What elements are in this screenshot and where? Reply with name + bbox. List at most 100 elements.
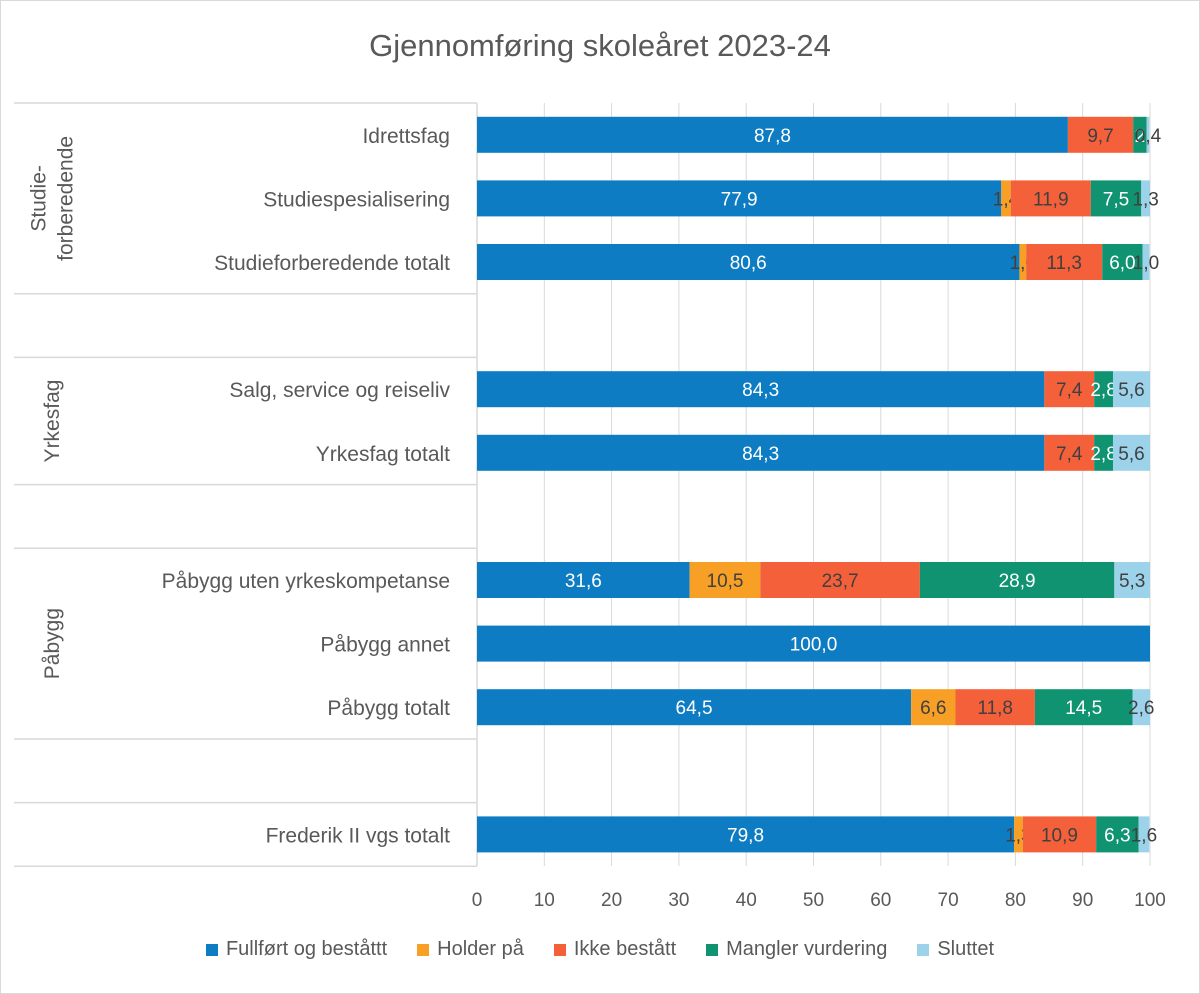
- bar-segment: [1001, 180, 1011, 217]
- data-label: 80,6: [730, 253, 767, 274]
- group-label: Påbygg: [41, 608, 64, 679]
- data-label: 7,4: [1056, 380, 1083, 401]
- legend-item: Sluttet: [917, 938, 994, 961]
- data-label: 2,8: [1090, 444, 1116, 465]
- x-tick-label: 50: [803, 890, 824, 911]
- category-label: Påbygg uten yrkeskompetanse: [162, 570, 450, 593]
- data-label: 100,0: [790, 635, 838, 656]
- data-label: 79,8: [727, 825, 764, 846]
- category-label: Frederik II vgs totalt: [266, 824, 451, 847]
- bar-segment: [689, 562, 761, 598]
- data-label: 2,8: [1090, 380, 1116, 401]
- bar-segment: [1112, 371, 1150, 408]
- bar-segment: [1014, 816, 1023, 853]
- x-tick-label: 90: [1072, 890, 1093, 911]
- data-label: 31,6: [565, 571, 602, 592]
- bar-segment: [1133, 116, 1147, 153]
- bar-segment: [477, 816, 1015, 853]
- data-label: 84,3: [742, 380, 779, 401]
- bar-segment: [477, 434, 1045, 471]
- category-label: Salg, service og reiseliv: [229, 379, 450, 402]
- bar-segment: [1102, 244, 1143, 280]
- bar-segment: [1022, 816, 1097, 853]
- bar-segment: [1026, 244, 1103, 280]
- data-label: 6,3: [1104, 825, 1130, 846]
- data-label: 10,9: [1041, 825, 1078, 846]
- category-label: Studiespesialisering: [263, 188, 450, 211]
- legend-swatch: [205, 943, 218, 956]
- legend-item: Holder på: [417, 938, 524, 961]
- legend-item: Mangler vurdering: [706, 938, 887, 961]
- legend-swatch: [706, 943, 719, 956]
- group-label: Yrkesfag: [41, 380, 64, 463]
- data-label: 5,6: [1118, 380, 1144, 401]
- data-label: 0,4: [1135, 126, 1162, 147]
- data-label: 6,0: [1109, 253, 1135, 274]
- data-label: 11,3: [1046, 253, 1082, 274]
- bar-segment: [477, 244, 1020, 280]
- legend-label: Ikke bestått: [573, 938, 677, 960]
- bar-segment: [1094, 434, 1113, 471]
- data-label: 84,3: [742, 444, 779, 465]
- bar-segment: [1146, 116, 1150, 153]
- bar-segment: [919, 562, 1115, 598]
- bar-segment: [1112, 434, 1150, 471]
- data-label: 9,7: [1087, 126, 1113, 147]
- data-label: 7,5: [1103, 189, 1129, 210]
- group-label: Studie-forberedende: [28, 136, 78, 261]
- category-label: Påbygg totalt: [327, 697, 450, 720]
- x-tick-label: 100: [1134, 890, 1166, 911]
- bar-segment: [1141, 180, 1150, 217]
- bar-segment: [1096, 816, 1139, 853]
- data-label: 11,8: [977, 698, 1013, 719]
- legend-label: Mangler vurdering: [726, 938, 888, 960]
- data-label: 1,6: [1131, 825, 1157, 846]
- data-label: 6,6: [920, 698, 946, 719]
- data-label: 2: [1135, 126, 1146, 147]
- category-label: Yrkesfag totalt: [316, 443, 450, 466]
- bar-segment: [1142, 244, 1150, 280]
- legend-item: Fullført og beståttt: [205, 938, 387, 961]
- legend: Fullført og beståttt Holder på Ikke beståt…: [0, 938, 1200, 961]
- data-label: 28,9: [999, 571, 1036, 592]
- x-tick-label: 60: [870, 890, 891, 911]
- x-tick-label: 70: [938, 890, 959, 911]
- bar-segment: [1114, 562, 1150, 598]
- x-tick-label: 30: [668, 890, 689, 911]
- bar-segment: [1094, 371, 1113, 408]
- data-label: 14,5: [1065, 698, 1102, 719]
- bar-segment: [1044, 434, 1095, 471]
- data-label: 5,6: [1118, 444, 1144, 465]
- data-label: 11,9: [1033, 189, 1069, 210]
- data-label: 1,0: [1133, 253, 1159, 274]
- data-label: 23,7: [822, 571, 859, 592]
- bar-segment: [1132, 689, 1150, 726]
- bar-segment: [955, 689, 1035, 726]
- x-tick-label: 20: [601, 890, 622, 911]
- x-tick-label: 40: [736, 890, 757, 911]
- category-label: Påbygg annet: [320, 634, 450, 657]
- legend-swatch: [917, 943, 930, 956]
- bar-segment: [911, 689, 956, 726]
- x-tick-label: 80: [1005, 890, 1026, 911]
- data-label: 7,4: [1056, 444, 1083, 465]
- legend-swatch: [553, 943, 566, 956]
- bar-segment: [1034, 689, 1133, 726]
- data-label: 77,9: [721, 189, 758, 210]
- data-label: 64,5: [676, 698, 713, 719]
- x-tick-label: 0: [472, 890, 483, 911]
- category-label: Idrettsfag: [362, 125, 450, 148]
- bar-segment: [1067, 116, 1134, 153]
- bar-segment: [477, 689, 912, 726]
- bar-segment: [1138, 816, 1150, 853]
- data-label: 1,3: [1132, 189, 1158, 210]
- bar-segment: [760, 562, 920, 598]
- legend-swatch: [417, 943, 430, 956]
- bar-segment: [1010, 180, 1091, 217]
- legend-label: Sluttet: [937, 938, 995, 960]
- legend-item: Ikke bestått: [553, 938, 677, 961]
- bar-segment: [477, 562, 690, 598]
- data-label: 5,3: [1119, 571, 1145, 592]
- bar-segment: [477, 371, 1045, 408]
- data-label: 2,6: [1128, 698, 1154, 719]
